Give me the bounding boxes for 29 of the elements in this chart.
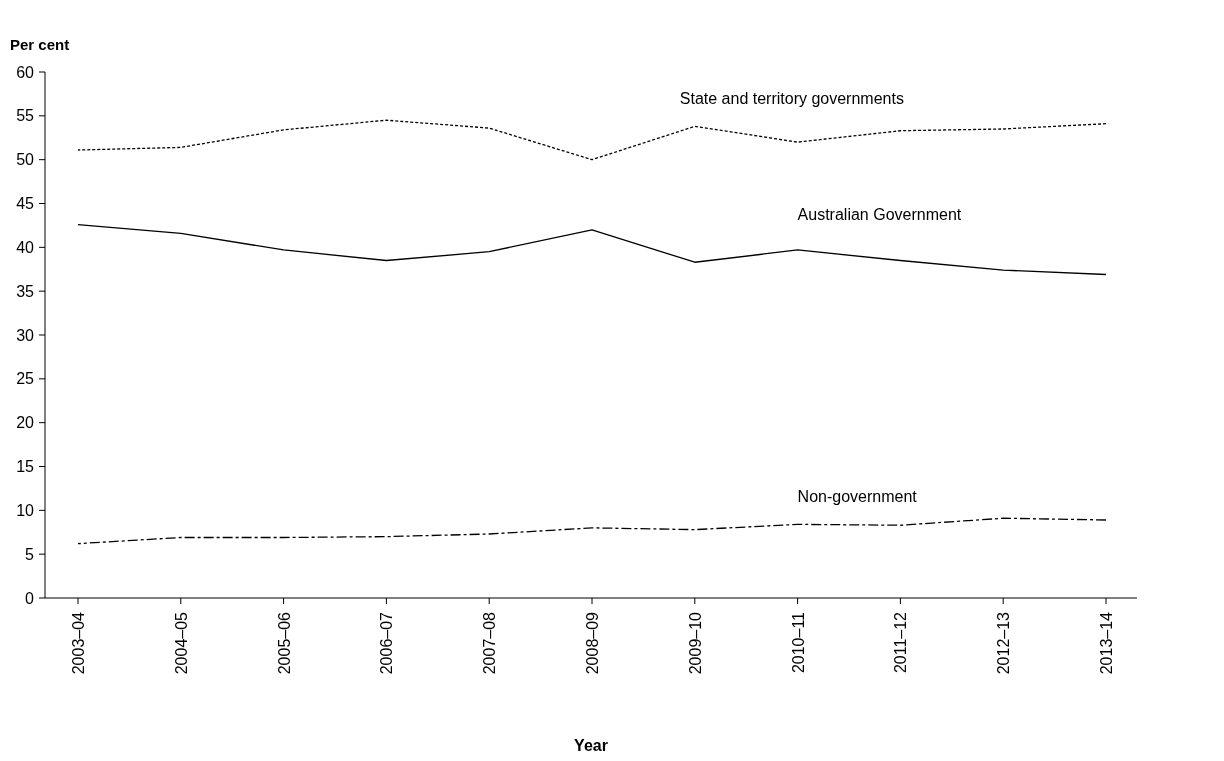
y-tick-label: 45 [16, 195, 35, 213]
y-tick-label: 25 [16, 370, 35, 388]
y-tick-label: 30 [16, 326, 35, 344]
y-tick-label: 20 [16, 414, 35, 432]
y-tick-label: 5 [25, 545, 35, 563]
y-tick-label: 50 [16, 151, 35, 169]
y-tick-label: 60 [16, 63, 35, 81]
x-tick-label: 2008–09 [584, 611, 601, 675]
x-tick-label: 2009–10 [686, 611, 704, 675]
x-tick-label: 2004–05 [172, 611, 190, 675]
y-tick-label: 55 [16, 107, 35, 125]
y-tick-label: 35 [16, 282, 35, 300]
y-tick-label: 10 [16, 501, 35, 519]
series-label: Non-government [797, 488, 918, 506]
y-tick-label: 15 [16, 458, 35, 476]
series-label: Australian Government [797, 205, 962, 223]
x-tick-label: 2006–07 [378, 611, 396, 675]
y-tick-label: 40 [16, 238, 35, 256]
x-axis-title: Year [574, 737, 608, 754]
x-tick-label: 2010–11 [789, 611, 807, 674]
series-label: State and territory governments [679, 90, 904, 108]
y-tick-label: 0 [25, 589, 35, 607]
x-tick-label: 2003–04 [70, 611, 87, 675]
x-tick-label: 2012–13 [995, 611, 1013, 675]
x-tick-label: 2013–14 [1098, 611, 1115, 675]
x-tick-label: 2007–08 [481, 611, 499, 675]
y-axis-title: Per cent [10, 36, 70, 53]
x-tick-label: 2005–06 [275, 611, 293, 675]
x-tick-label: 2011–12 [892, 611, 910, 674]
